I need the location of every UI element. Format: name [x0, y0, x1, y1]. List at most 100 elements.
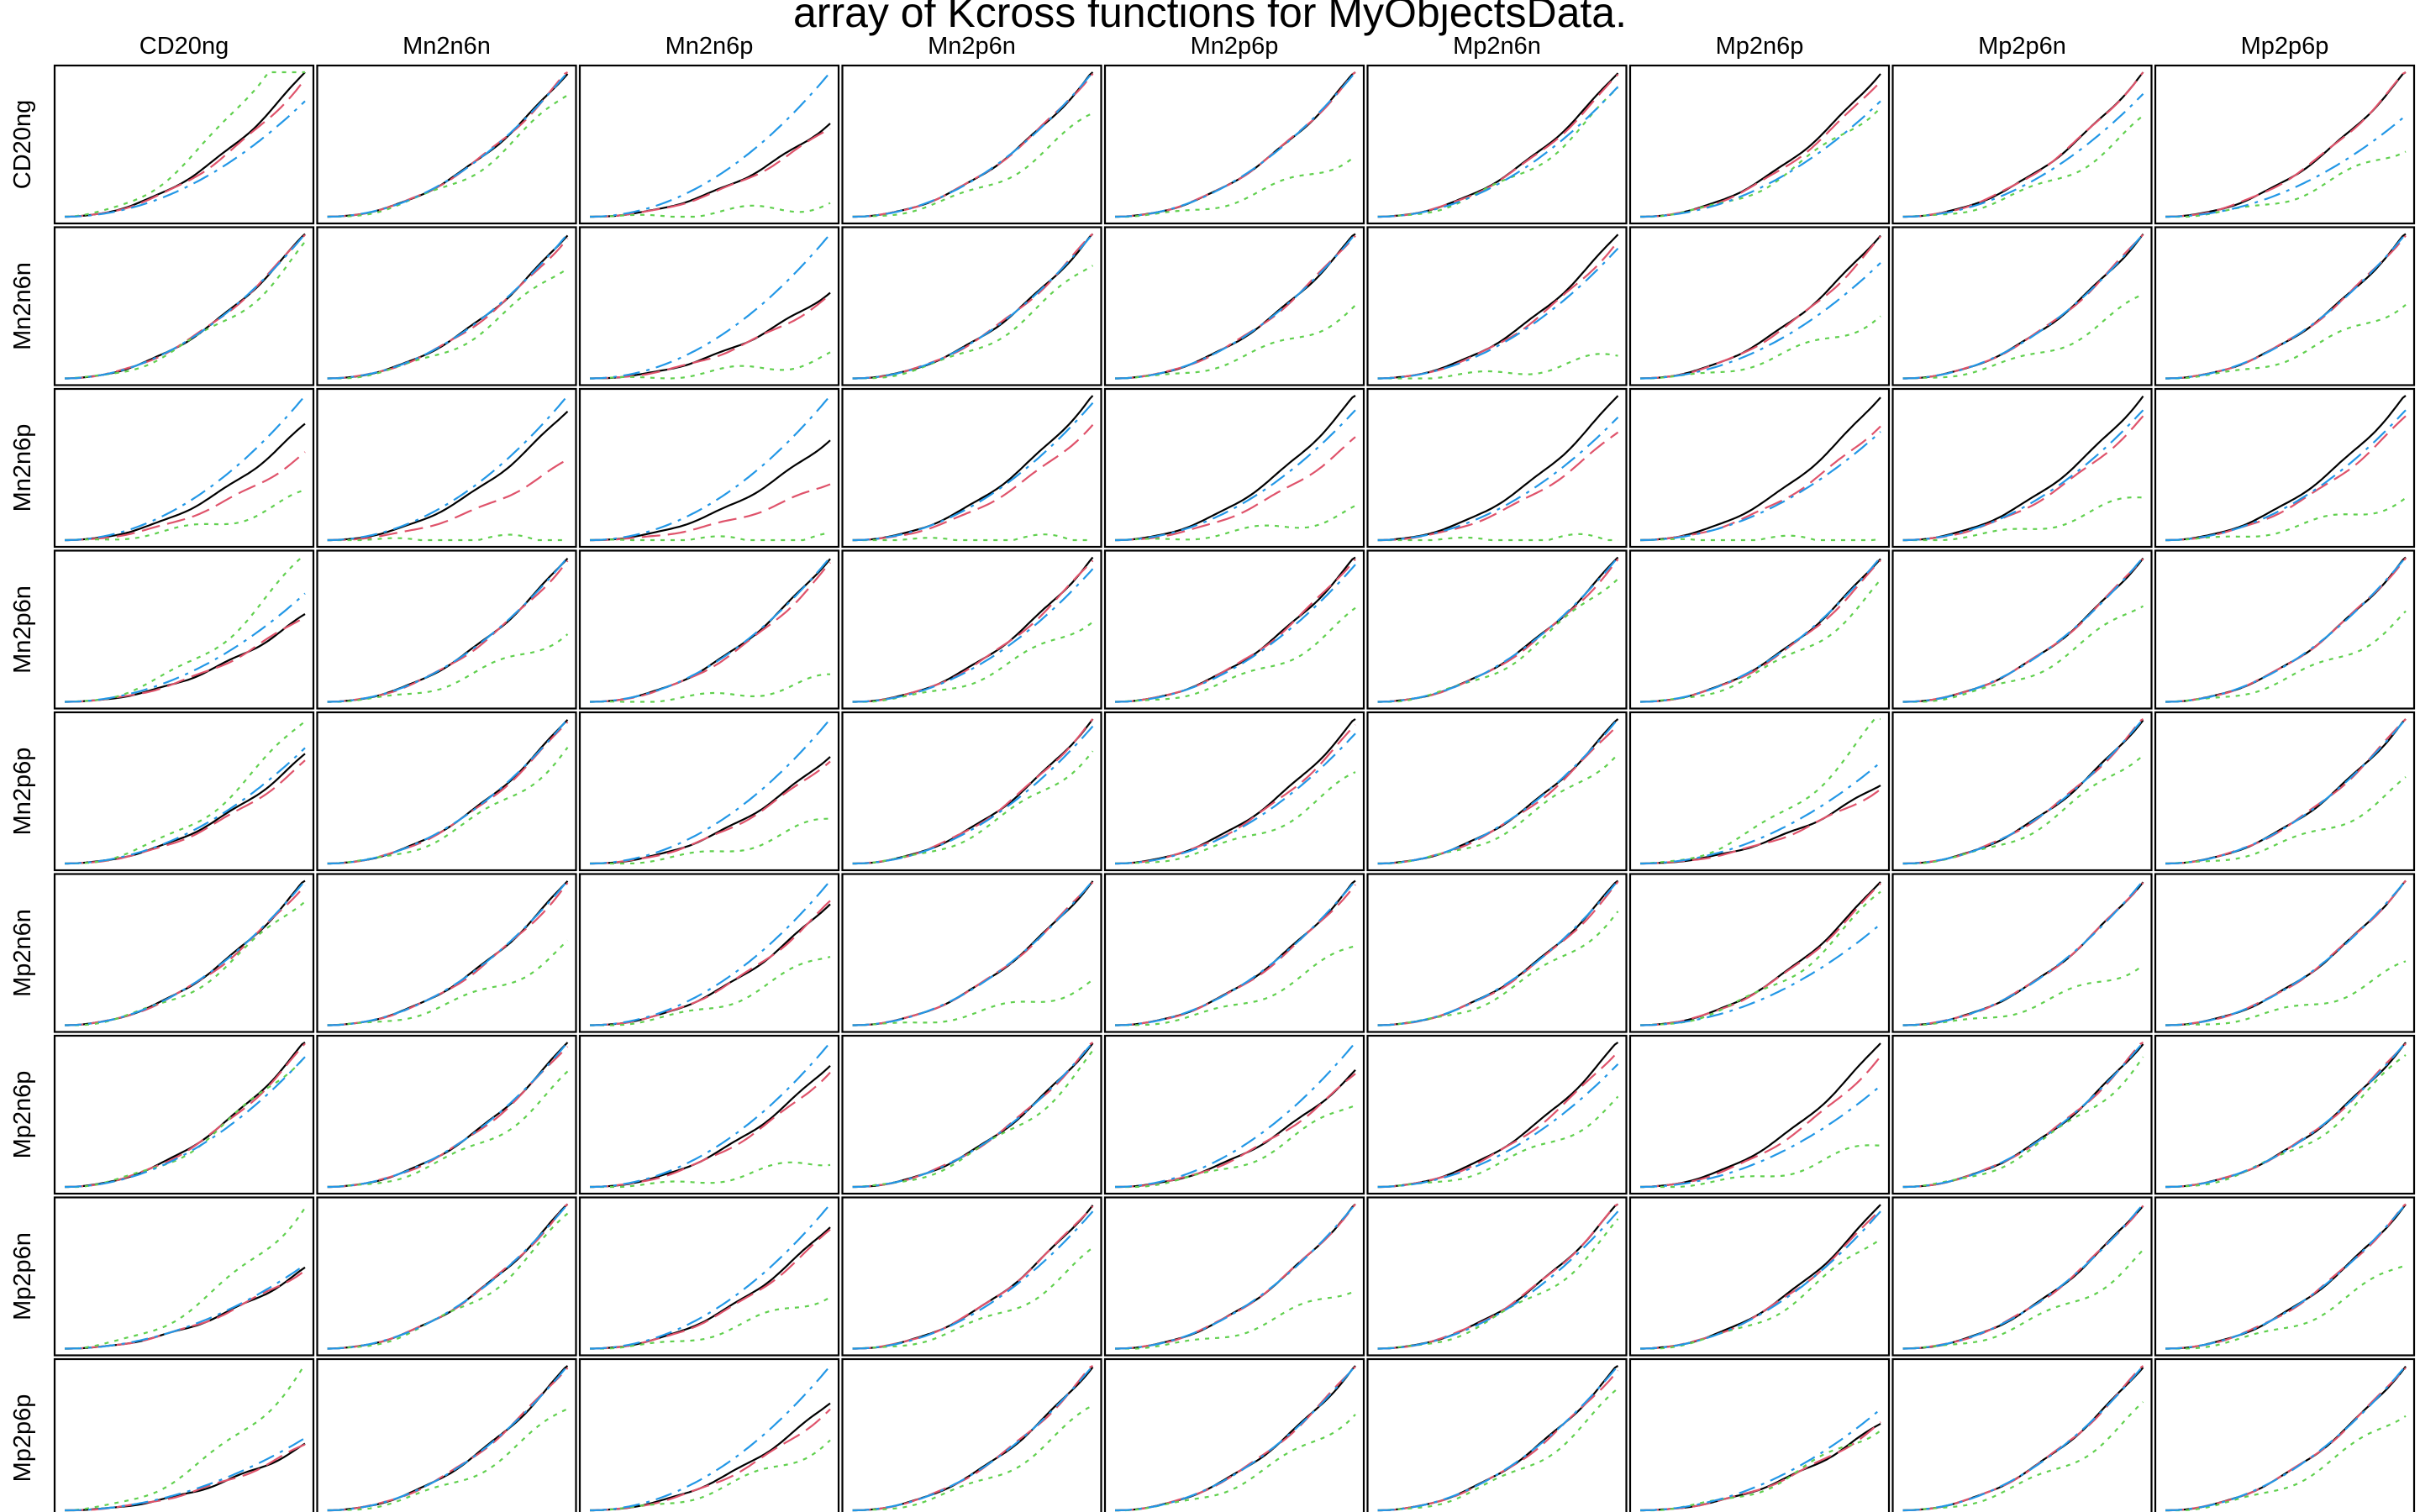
- kcross-panel: [841, 387, 1102, 549]
- panel-frame: [316, 711, 577, 872]
- kcross-series-dotdash: [852, 1042, 1094, 1189]
- panel-frame: [316, 549, 577, 710]
- kcross-series-dotdash: [1377, 879, 1619, 1026]
- panel-frame: [1628, 1357, 1891, 1512]
- row-label: Mn2n6n: [9, 262, 36, 350]
- kcross-series-dotdash: [1902, 1365, 2144, 1512]
- kcross-panel: [1891, 1034, 2153, 1195]
- panel-frame: [1628, 1034, 1891, 1195]
- kcross-series-dotted: [2165, 496, 2407, 542]
- kcross-series-dotdash: [65, 1437, 306, 1512]
- kcross-series-dotted: [1902, 293, 2144, 380]
- kcross-series-dotdash: [327, 395, 569, 542]
- panel-frame: [316, 64, 577, 225]
- kcross-series-dotdash: [65, 233, 306, 380]
- kcross-series-dotted: [64, 241, 306, 380]
- kcross-panel: [53, 387, 315, 549]
- kcross-series-dotdash: [65, 747, 306, 865]
- kcross-panel: [1103, 873, 1365, 1033]
- kcross-series-dotted: [852, 112, 1093, 218]
- kcross-panel: [1103, 1357, 1365, 1512]
- row-label: Mp2n6p: [9, 1071, 36, 1159]
- kcross-panel: [1628, 1357, 1891, 1512]
- panel-frame: [578, 1357, 840, 1512]
- kcross-panel: [2154, 549, 2416, 710]
- kcross-panel: [841, 873, 1102, 1033]
- panel-frame: [578, 1196, 840, 1357]
- kcross-series-dotted: [1377, 353, 1618, 380]
- kcross-panel: [1103, 1196, 1365, 1357]
- kcross-series-dotdash: [1640, 1084, 1881, 1189]
- kcross-series-dotted: [590, 1439, 831, 1512]
- kcross-panel: [1891, 387, 2153, 549]
- kcross-panel: [1891, 873, 2153, 1033]
- kcross-series-dotdash: [590, 395, 831, 542]
- panel-frame: [53, 64, 315, 225]
- kcross-series-dotted: [852, 1247, 1094, 1350]
- kcross-series-dotdash: [1115, 71, 1356, 218]
- kcross-series-dashed: [1115, 1073, 1356, 1189]
- kcross-series-dotted: [327, 633, 569, 703]
- panel-frame: [578, 549, 840, 710]
- kcross-panel: [1366, 1034, 1628, 1195]
- row-labels: CD20ng Mn2n6n Mn2n6p Mn2p6n Mn2p6p Mp2n6n Mp2n…: [9, 100, 36, 1483]
- kcross-series-dotdash: [327, 71, 569, 218]
- kcross-panel: [1103, 1034, 1365, 1195]
- kcross-panel: [578, 711, 840, 872]
- kcross-series-dotted: [1640, 1238, 1881, 1350]
- kcross-panel: [1103, 64, 1365, 225]
- kcross-series-dotted: [1115, 304, 1356, 380]
- kcross-series-dotted: [65, 1365, 306, 1512]
- kcross-series-dotdash: [1902, 1042, 2144, 1189]
- kcross-series-dotted: [1377, 1095, 1619, 1189]
- kcross-series-dotdash: [2165, 879, 2407, 1026]
- kcross-series-dotdash: [1377, 556, 1619, 703]
- kcross-series-dotted: [1115, 1289, 1356, 1350]
- kcross-series-dotdash: [2165, 114, 2407, 218]
- kcross-series-dotdash: [65, 879, 306, 1026]
- kcross-series-dotdash: [852, 568, 1094, 703]
- kcross-series-dotted: [1902, 496, 2144, 542]
- panel-frame: [2154, 226, 2416, 386]
- kcross-series-dotdash: [590, 233, 831, 380]
- kcross-series-dotdash: [65, 100, 306, 218]
- chart-title: array of Kcross functions for MyObjectsD…: [793, 0, 1627, 36]
- panel-frame: [316, 1034, 577, 1195]
- panel-frame: [316, 1357, 577, 1512]
- kcross-series-dotdash: [1640, 431, 1881, 542]
- kcross-panel: [316, 1357, 577, 1512]
- kcross-panel: [841, 64, 1102, 225]
- kcross-panel: [1103, 549, 1365, 710]
- kcross-series-dotdash: [327, 556, 569, 703]
- kcross-series-dotdash: [1640, 1210, 1881, 1350]
- kcross-panel: [2154, 873, 2416, 1033]
- kcross-series-dashed: [590, 483, 831, 542]
- panel-frame: [2154, 711, 2416, 872]
- panel-frame: [841, 226, 1102, 386]
- kcross-series-dotdash: [1115, 409, 1356, 542]
- kcross-panel: [1103, 226, 1365, 386]
- panel-frame: [53, 873, 315, 1033]
- kcross-series-dotdash: [327, 879, 569, 1026]
- kcross-series-dotdash: [1377, 86, 1619, 218]
- kcross-series-dotdash: [1115, 1042, 1356, 1189]
- kcross-series-dotdash: [2165, 1042, 2407, 1189]
- kcross-panel: [578, 1196, 840, 1357]
- column-label: Mp2n6n: [1453, 33, 1541, 60]
- kcross-series-dotted: [1114, 606, 1356, 703]
- row-label: CD20ng: [9, 100, 36, 189]
- kcross-panel: [1891, 549, 2153, 710]
- panel-frame: [1891, 387, 2153, 549]
- panel-frame: [578, 226, 840, 386]
- kcross-series-dotted: [1902, 1249, 2144, 1350]
- kcross-series-dotdash: [590, 1042, 831, 1189]
- kcross-series-dotdash: [1115, 233, 1356, 380]
- panel-frame: [1103, 1034, 1365, 1195]
- kcross-series-dotted: [65, 720, 306, 865]
- panel-frame: [316, 226, 577, 386]
- kcross-series-dotted: [589, 673, 830, 703]
- kcross-series-dotdash: [1902, 233, 2144, 380]
- panel-frame: [1366, 226, 1628, 386]
- panel-frame: [1891, 1357, 2153, 1512]
